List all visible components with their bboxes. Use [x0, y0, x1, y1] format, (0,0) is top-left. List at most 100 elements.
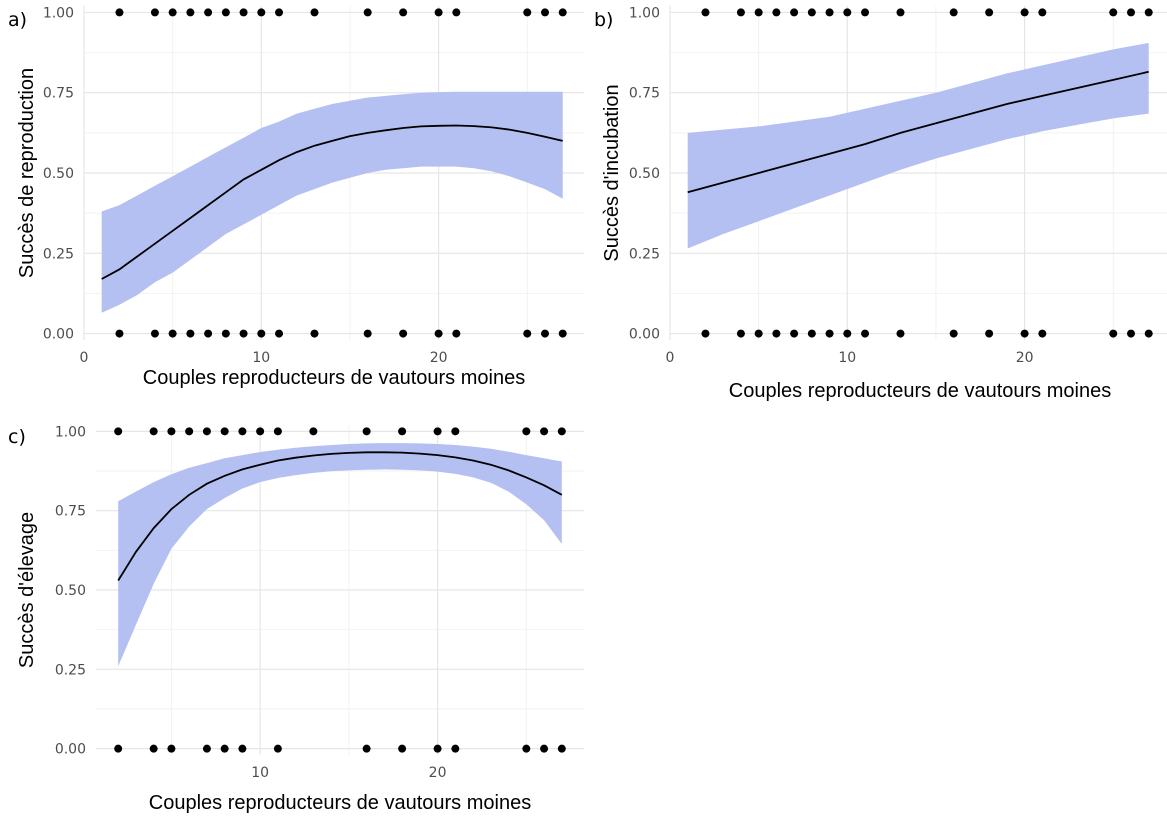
data-point — [149, 427, 158, 436]
fit-line-a — [101, 124, 563, 280]
data-point — [167, 744, 176, 753]
data-point — [1038, 329, 1047, 338]
data-point — [275, 8, 284, 17]
data-point — [399, 8, 408, 17]
data-point — [807, 329, 816, 338]
data-point — [238, 744, 247, 753]
y-tick-label: 0.50 — [55, 583, 86, 599]
data-point — [273, 427, 282, 436]
data-point — [1038, 8, 1047, 17]
data-point — [540, 744, 549, 753]
y-tick-label: 0.75 — [629, 86, 660, 102]
data-point — [204, 329, 213, 338]
x-tick-label: 10 — [838, 350, 856, 366]
panel-label-b: b) — [594, 9, 613, 31]
data-point — [398, 744, 407, 753]
data-point — [736, 329, 745, 338]
data-point — [557, 744, 566, 753]
x-tick-label: 0 — [666, 350, 675, 366]
data-point — [772, 329, 781, 338]
y-tick-label: 0.50 — [629, 166, 660, 182]
grid-c — [96, 425, 584, 755]
data-point — [985, 8, 994, 17]
data-point — [451, 427, 460, 436]
fit-line-c — [117, 451, 563, 581]
data-point — [150, 8, 159, 17]
data-point — [220, 427, 229, 436]
y-tick-label: 1.00 — [629, 5, 660, 21]
data-point — [433, 744, 442, 753]
data-point — [257, 329, 266, 338]
fit-line-b — [687, 70, 1149, 194]
data-point — [149, 744, 158, 753]
data-point — [1144, 8, 1153, 17]
data-point — [186, 8, 195, 17]
data-point — [861, 329, 870, 338]
data-point — [807, 8, 816, 17]
data-point — [363, 329, 372, 338]
data-point — [540, 427, 549, 436]
data-point — [220, 744, 229, 753]
data-point — [362, 744, 371, 753]
data-point — [363, 8, 372, 17]
data-point — [1109, 8, 1118, 17]
y-tick-label: 0.75 — [43, 86, 74, 102]
x-tick-label: 20 — [1016, 350, 1034, 366]
data-point — [701, 8, 710, 17]
points-a — [115, 8, 567, 338]
data-point — [239, 329, 248, 338]
data-point — [985, 329, 994, 338]
data-point — [309, 427, 318, 436]
y-tick-label: 0.25 — [629, 246, 660, 262]
data-point — [239, 8, 248, 17]
x-axis-title-a: Couples reproducteurs de vautours moines — [143, 367, 525, 389]
data-point — [275, 329, 284, 338]
x-tick-label: 20 — [429, 765, 447, 781]
x-tick-label: 10 — [251, 765, 269, 781]
data-point — [150, 329, 159, 338]
y-tick-label: 0.50 — [43, 166, 74, 182]
data-point — [399, 329, 408, 338]
y-tick-label: 0.00 — [43, 327, 74, 343]
data-point — [221, 329, 230, 338]
data-point — [522, 744, 531, 753]
data-point — [558, 329, 567, 338]
data-point — [754, 8, 763, 17]
x-tick-label: 10 — [252, 350, 270, 366]
panel-label-a: a) — [8, 9, 27, 31]
data-point — [772, 8, 781, 17]
y-axis-title-c: Succès d'élevage — [16, 512, 38, 668]
data-point — [257, 8, 266, 17]
data-point — [861, 8, 870, 17]
data-point — [167, 427, 176, 436]
data-point — [221, 8, 230, 17]
panel-b: 0.00 0.25 0.50 0.75 1.00 0 10 20 Couples reprodu… — [594, 5, 1167, 402]
data-point — [186, 329, 195, 338]
data-point — [256, 427, 265, 436]
data-point — [114, 744, 123, 753]
data-point — [115, 329, 124, 338]
data-point — [1126, 8, 1135, 17]
x-axis-title-c: Couples reproducteurs de vautours moines — [149, 792, 531, 814]
data-point — [168, 329, 177, 338]
y-axis-title-b: Succès d'incubation — [601, 84, 623, 261]
data-point — [168, 8, 177, 17]
data-point — [949, 8, 958, 17]
data-point — [754, 329, 763, 338]
data-point — [701, 329, 710, 338]
data-point — [1144, 329, 1153, 338]
y-tick-label: 1.00 — [43, 5, 74, 21]
y-axis-title-a: Succès de reproduction — [16, 68, 38, 278]
x-tick-label: 20 — [430, 350, 448, 366]
data-point — [434, 8, 443, 17]
data-point — [362, 427, 371, 436]
data-point — [202, 744, 211, 753]
y-tick-label: 0.25 — [55, 662, 86, 678]
data-point — [398, 427, 407, 436]
data-point — [1126, 329, 1135, 338]
y-tick-label: 0.00 — [629, 327, 660, 343]
data-point — [843, 8, 852, 17]
data-point — [825, 8, 834, 17]
y-tick-label: 0.75 — [55, 504, 86, 520]
